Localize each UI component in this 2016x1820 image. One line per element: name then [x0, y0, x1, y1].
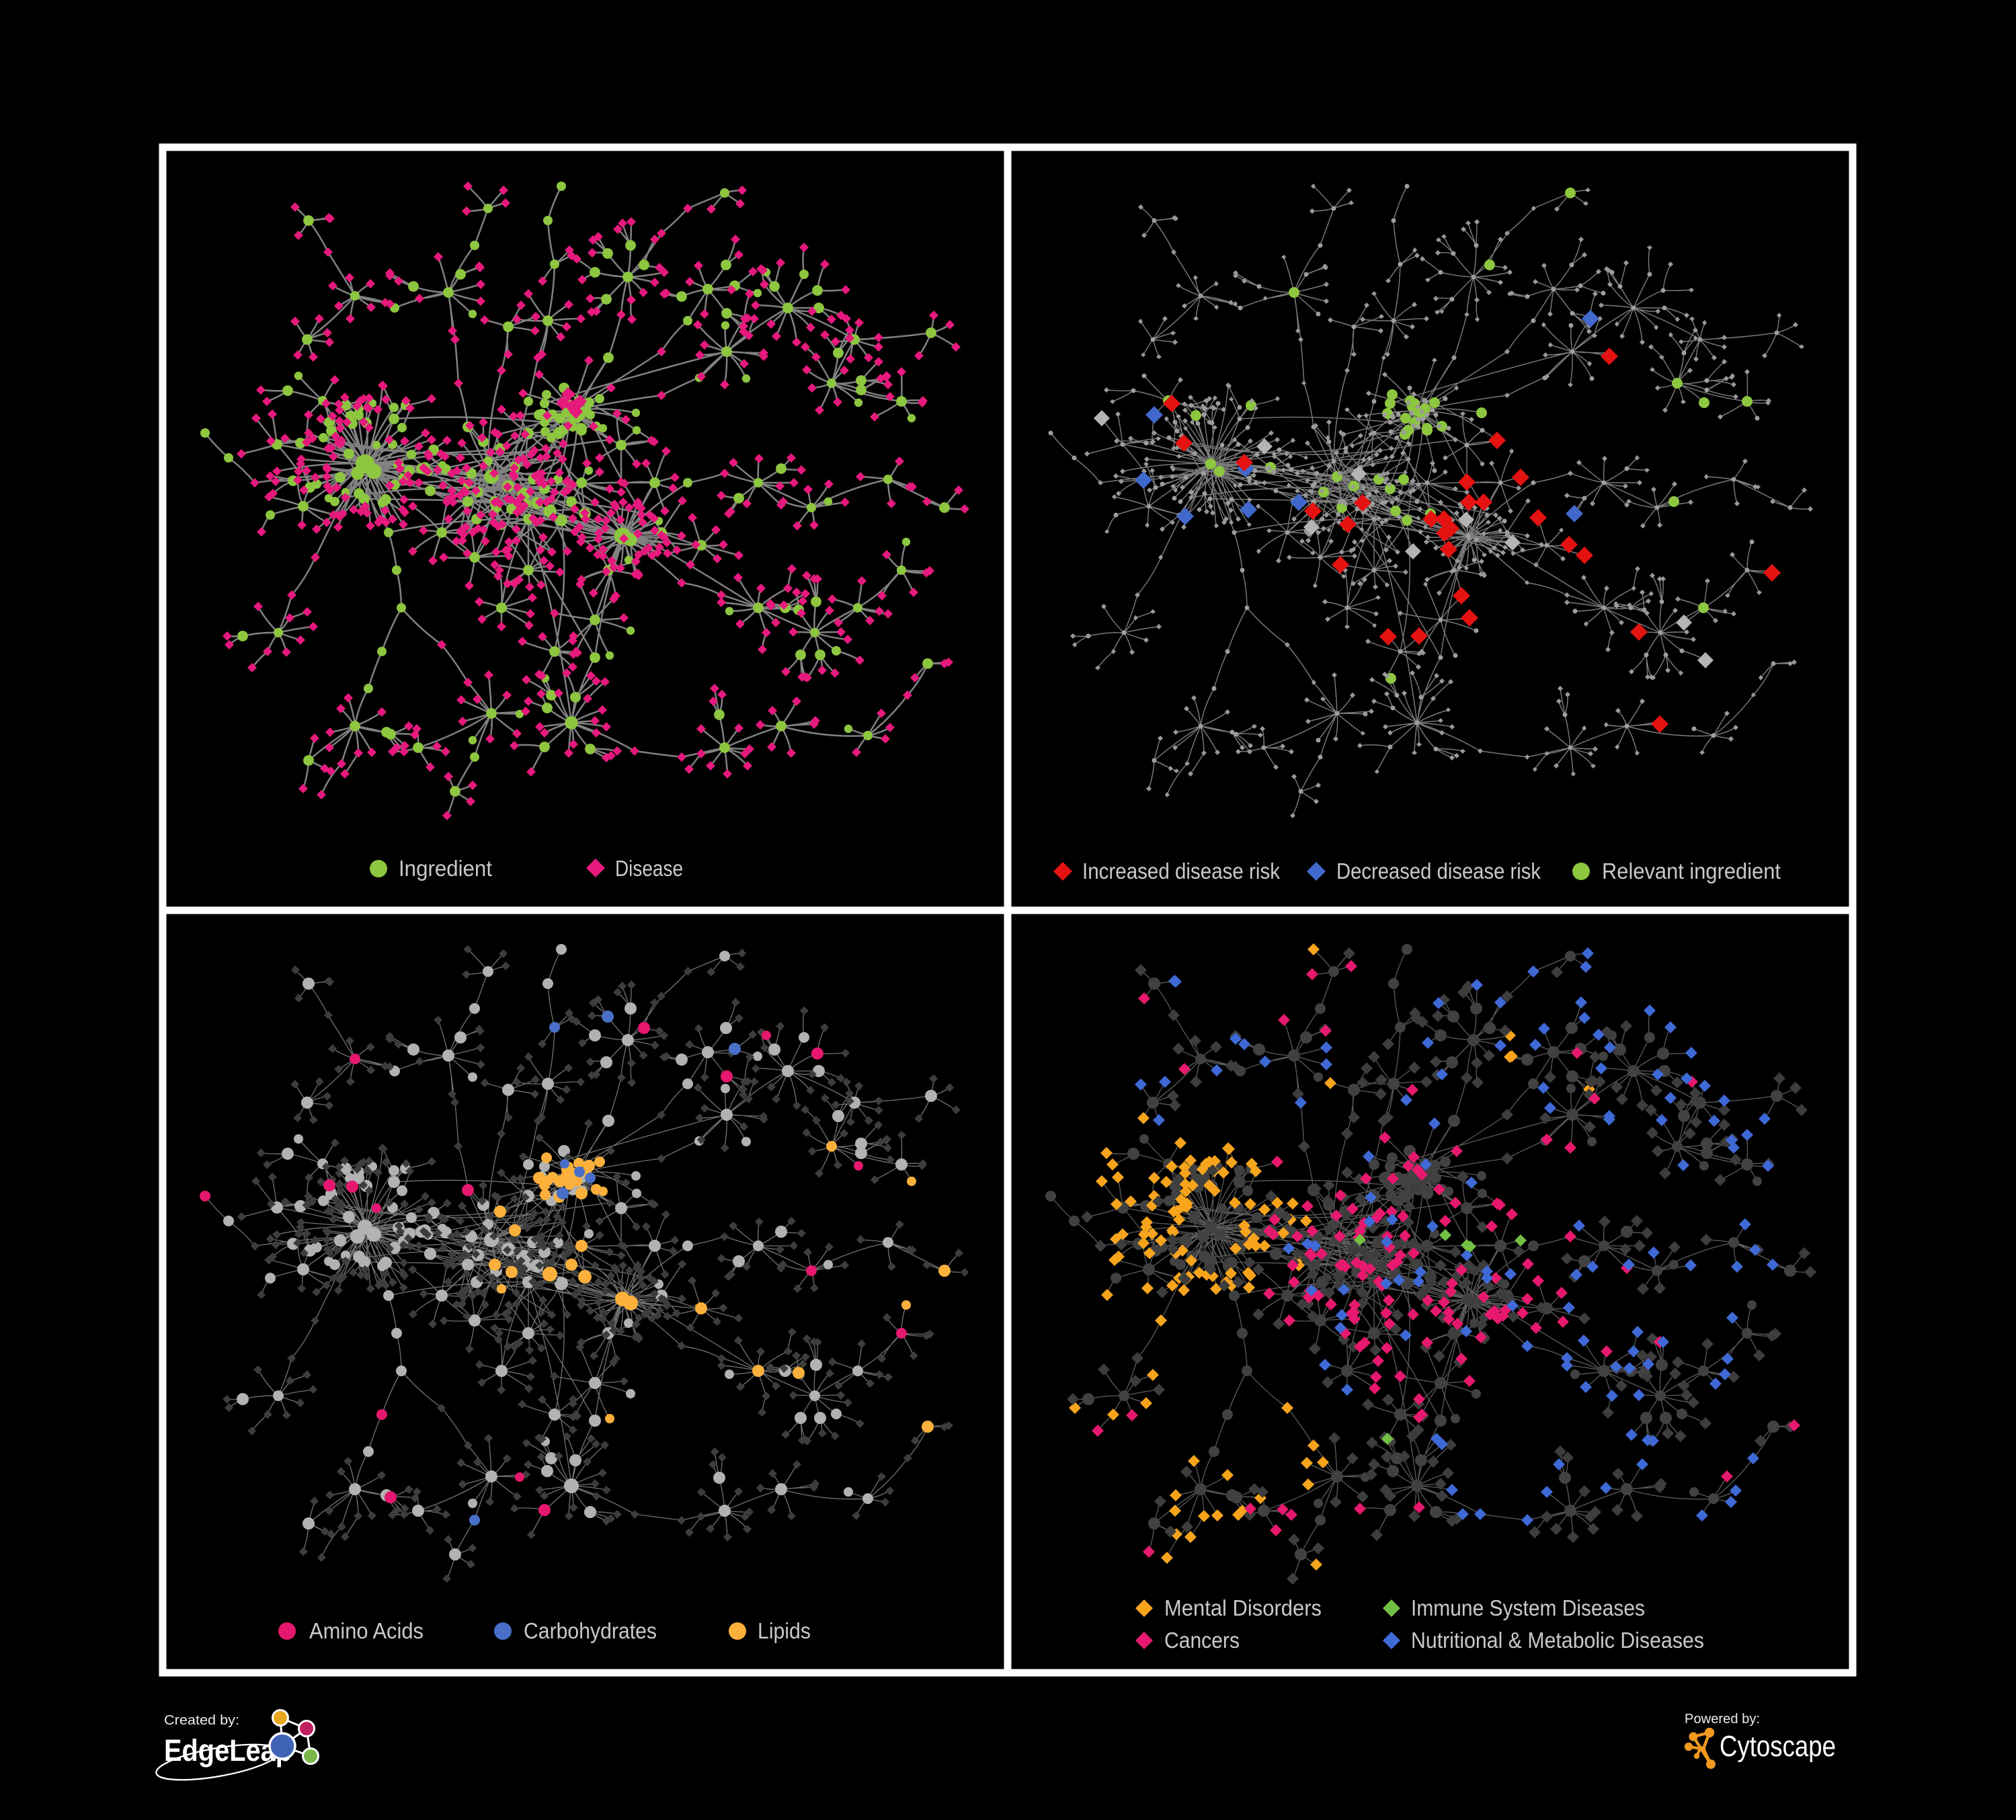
svg-text:Cytoscape: Cytoscape — [1720, 1730, 1836, 1763]
svg-text:Immune System Diseases: Immune System Diseases — [1411, 1595, 1645, 1620]
svg-text:Carbohydrates: Carbohydrates — [524, 1618, 657, 1643]
svg-text:Created by:: Created by: — [164, 1713, 239, 1728]
svg-text:Nutritional & Metabolic Diseas: Nutritional & Metabolic Diseases — [1411, 1628, 1704, 1653]
svg-text:Cancers: Cancers — [1164, 1628, 1240, 1653]
svg-text:Relevant ingredient: Relevant ingredient — [1602, 859, 1781, 883]
svg-text:Decreased disease risk: Decreased disease risk — [1336, 859, 1541, 883]
svg-text:Increased disease risk: Increased disease risk — [1082, 859, 1280, 883]
svg-text:Powered by:: Powered by: — [1685, 1712, 1760, 1727]
svg-text:Lipids: Lipids — [758, 1618, 811, 1643]
svg-text:Amino Acids: Amino Acids — [309, 1618, 424, 1643]
svg-text:Disease: Disease — [615, 856, 683, 881]
svg-text:Ingredient: Ingredient — [399, 856, 492, 881]
svg-text:Mental Disorders: Mental Disorders — [1164, 1595, 1322, 1620]
